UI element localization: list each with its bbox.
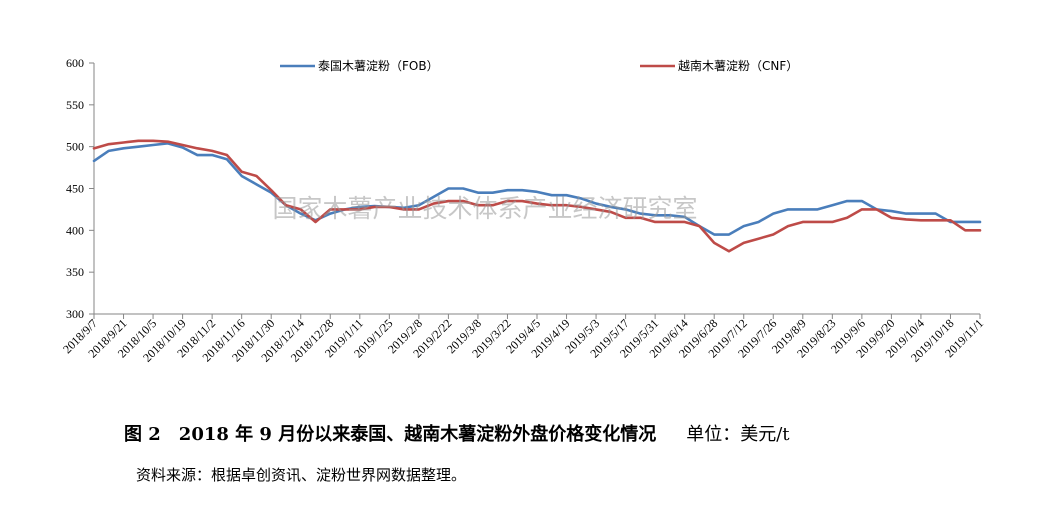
- caption-unit: 单位：美元/t: [686, 424, 790, 445]
- series-line-2: [92, 139, 982, 253]
- legend-label-2: 越南木薯淀粉（CNF）: [678, 58, 798, 73]
- y-tick-label: 350: [66, 265, 84, 279]
- y-tick-label: 450: [66, 182, 84, 196]
- series-line-1: [92, 142, 982, 236]
- figure-caption: 图 2 2018 年 9 月份以来泰国、越南木薯淀粉外盘价格变化情况 单位：美元/…: [124, 420, 790, 446]
- y-tick-label: 600: [66, 56, 84, 70]
- x-axis: 2018/9/72018/9/212018/10/52018/10/192018…: [60, 313, 986, 365]
- line-chart: 300 350 400 450 500 550 600 2018/9/72018/9/212…: [60, 56, 986, 365]
- legend-label-1: 泰国木薯淀粉（FOB）: [318, 59, 439, 73]
- series-layer: [92, 139, 982, 253]
- y-tick-label: 300: [66, 307, 84, 321]
- data-source-note: 资料来源：根据卓创资讯、淀粉世界网数据整理。: [136, 466, 467, 484]
- y-axis: 300 350 400 450 500 550 600: [66, 56, 95, 321]
- y-tick-label: 400: [66, 223, 84, 237]
- y-tick-label: 500: [66, 140, 84, 154]
- watermark-text: 国家木薯产业技术体系产业经济研究室: [272, 194, 697, 223]
- y-tick-label: 550: [66, 98, 84, 112]
- caption-title: 图 2 2018 年 9 月份以来泰国、越南木薯淀粉外盘价格变化情况: [124, 424, 657, 445]
- legend: 泰国木薯淀粉（FOB） 越南木薯淀粉（CNF）: [280, 58, 798, 73]
